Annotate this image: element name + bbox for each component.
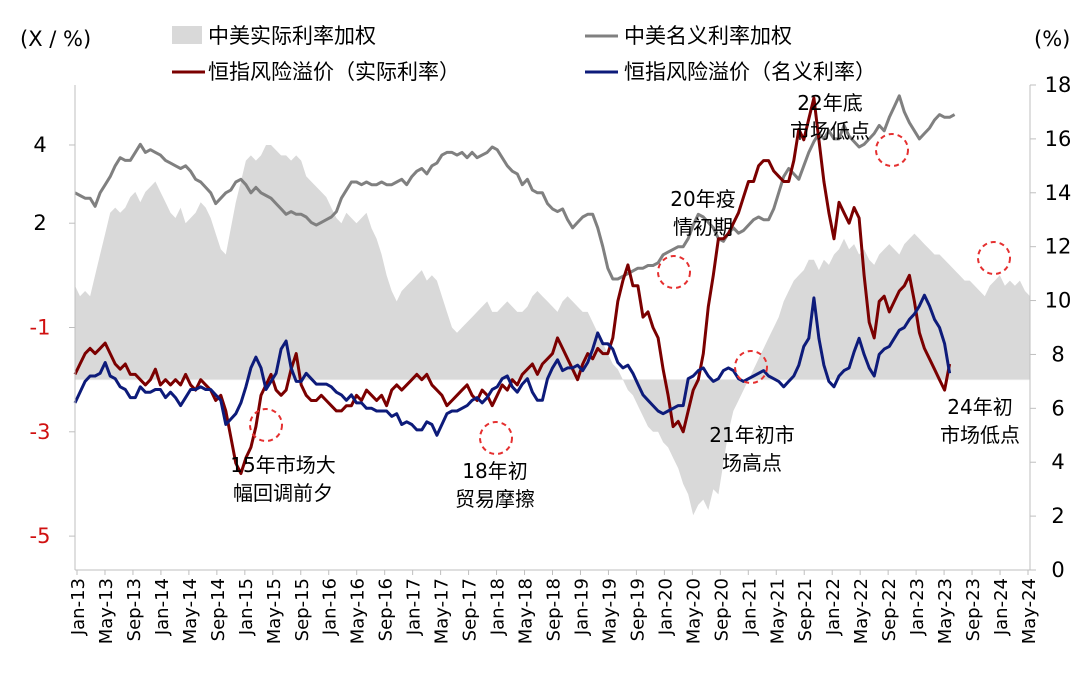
x-tick-label: Jan-20 [655,578,676,636]
annotation-2024-line2: 市场低点 [940,423,1020,447]
x-tick-label: May-13 [96,578,117,644]
x-tick-label: Jan-23 [907,578,928,636]
x-tick-label: May-20 [683,578,704,644]
x-tick-label: Jan-15 [236,578,257,636]
left-tick-label: -3 [30,420,51,444]
x-tick-label: May-21 [767,578,788,644]
legend: 中美实际利率加权 中美名义利率加权 恒指风险溢价（实际利率） 恒指风险溢价（名义… [172,24,876,84]
annotation-2015-line2: 幅回调前夕 [233,481,333,505]
right-tick-label: 14 [1045,181,1072,205]
x-tick-label: Sep-18 [544,578,565,641]
annotation-marker-3 [734,350,768,384]
x-tick-label: Sep-16 [376,578,397,641]
x-tick-label: Sep-23 [963,578,984,641]
annotation-markers-layer [249,133,1011,455]
x-tick-label: Sep-22 [879,578,900,641]
series-nominal-rate-line [74,94,956,281]
annotation-2024-line1: 24年初 [947,395,1012,419]
left-tick-label: -1 [30,316,51,340]
x-tick-label: Sep-15 [292,578,313,641]
real-rate-area-layer [75,145,1030,516]
annotation-2022-line1: 22年底 [797,91,862,115]
x-tick-label: May-19 [599,578,620,644]
annotation-2021-line1: 21年初市 [709,423,794,447]
legend-label-erp-real: 恒指风险溢价（实际利率） [208,60,460,84]
x-tick-label: May-24 [1019,578,1040,644]
x-tick-label: Jan-14 [152,578,173,636]
x-tick-label: May-15 [264,578,285,644]
x-tick-label: Jan-16 [320,578,341,636]
x-tick-label: May-14 [180,578,201,644]
left-tick-label: 4 [33,133,46,157]
x-tick-label: Jan-22 [823,578,844,636]
annotation-2015-line1: 15年市场大 [230,453,335,477]
left-axis-label: (X / %) [20,27,91,51]
x-tick-label: May-22 [851,578,872,644]
annotation-2022-line2: 市场低点 [790,119,870,143]
x-tick-label: Jan-18 [488,578,509,636]
right-tick-labels: 18 16 14 12 10 8 6 4 2 0 [1030,73,1071,582]
right-tick-label: 16 [1045,127,1072,151]
series-real-rate-area [75,145,1030,516]
series-erp-nominal-line [73,293,952,437]
x-tick-label: Jan-13 [68,578,89,636]
annotation-2021-line2: 场高点 [722,451,782,475]
annotation-marker-4 [875,133,909,167]
annotation-marker-1 [479,421,513,455]
right-tick-label: 4 [1051,450,1064,474]
left-tick-label: -5 [30,524,51,548]
x-tick-label: May-16 [348,578,369,644]
x-tick-label: Jan-24 [991,578,1012,636]
right-tick-label: 12 [1045,235,1072,259]
x-tick-label: Sep-13 [124,578,145,641]
right-tick-label: 0 [1051,558,1064,582]
x-tick-label: Sep-21 [795,578,816,641]
x-tick-labels: Jan-13 May-13 Sep-13 Jan-14 May-14 Sep-14 Jan-… [68,570,1040,644]
right-tick-label: 6 [1051,396,1064,420]
legend-label-nominal-rate: 中美名义利率加权 [624,24,792,48]
x-tick-label: Jan-17 [404,578,425,636]
right-tick-label: 8 [1051,342,1064,366]
x-tick-label: Jan-21 [739,578,760,636]
legend-label-real-rate: 中美实际利率加权 [208,24,376,48]
x-tick-label: May-17 [432,578,453,644]
annotation-2018-line1: 18年初 [462,459,527,483]
x-tick-label: May-18 [516,578,537,644]
annotation-marker-5 [977,241,1011,275]
legend-label-erp-nominal: 恒指风险溢价（名义利率） [624,60,876,84]
left-tick-labels: 4 2 -1 -3 -5 [30,133,75,548]
annotations: 15年市场大 幅回调前夕 18年初 贸易摩擦 20年疫 情初期 21年初市 场高… [230,91,1020,511]
series-erp-real-line [73,96,952,475]
x-tick-label: Sep-14 [208,578,229,641]
series-lines-layer [73,94,956,475]
right-tick-label: 10 [1045,289,1072,313]
annotation-2020-line2: 情初期 [673,215,733,239]
x-tick-label: Sep-17 [460,578,481,641]
x-tick-label: Sep-19 [627,578,648,641]
x-tick-label: Sep-20 [711,578,732,641]
x-tick-label: Jan-19 [571,578,592,636]
annotation-2018-line2: 贸易摩擦 [455,487,535,511]
right-tick-label: 18 [1045,73,1072,97]
annotation-2020-line1: 20年疫 [670,187,735,211]
legend-swatch-real-rate [172,26,202,44]
right-tick-label: 2 [1051,504,1064,528]
annotation-marker-0 [249,408,283,442]
x-tick-label: May-23 [935,578,956,644]
left-tick-label: 2 [33,211,46,235]
right-axis-label: (%) [1034,27,1070,51]
annotation-marker-2 [657,255,691,289]
